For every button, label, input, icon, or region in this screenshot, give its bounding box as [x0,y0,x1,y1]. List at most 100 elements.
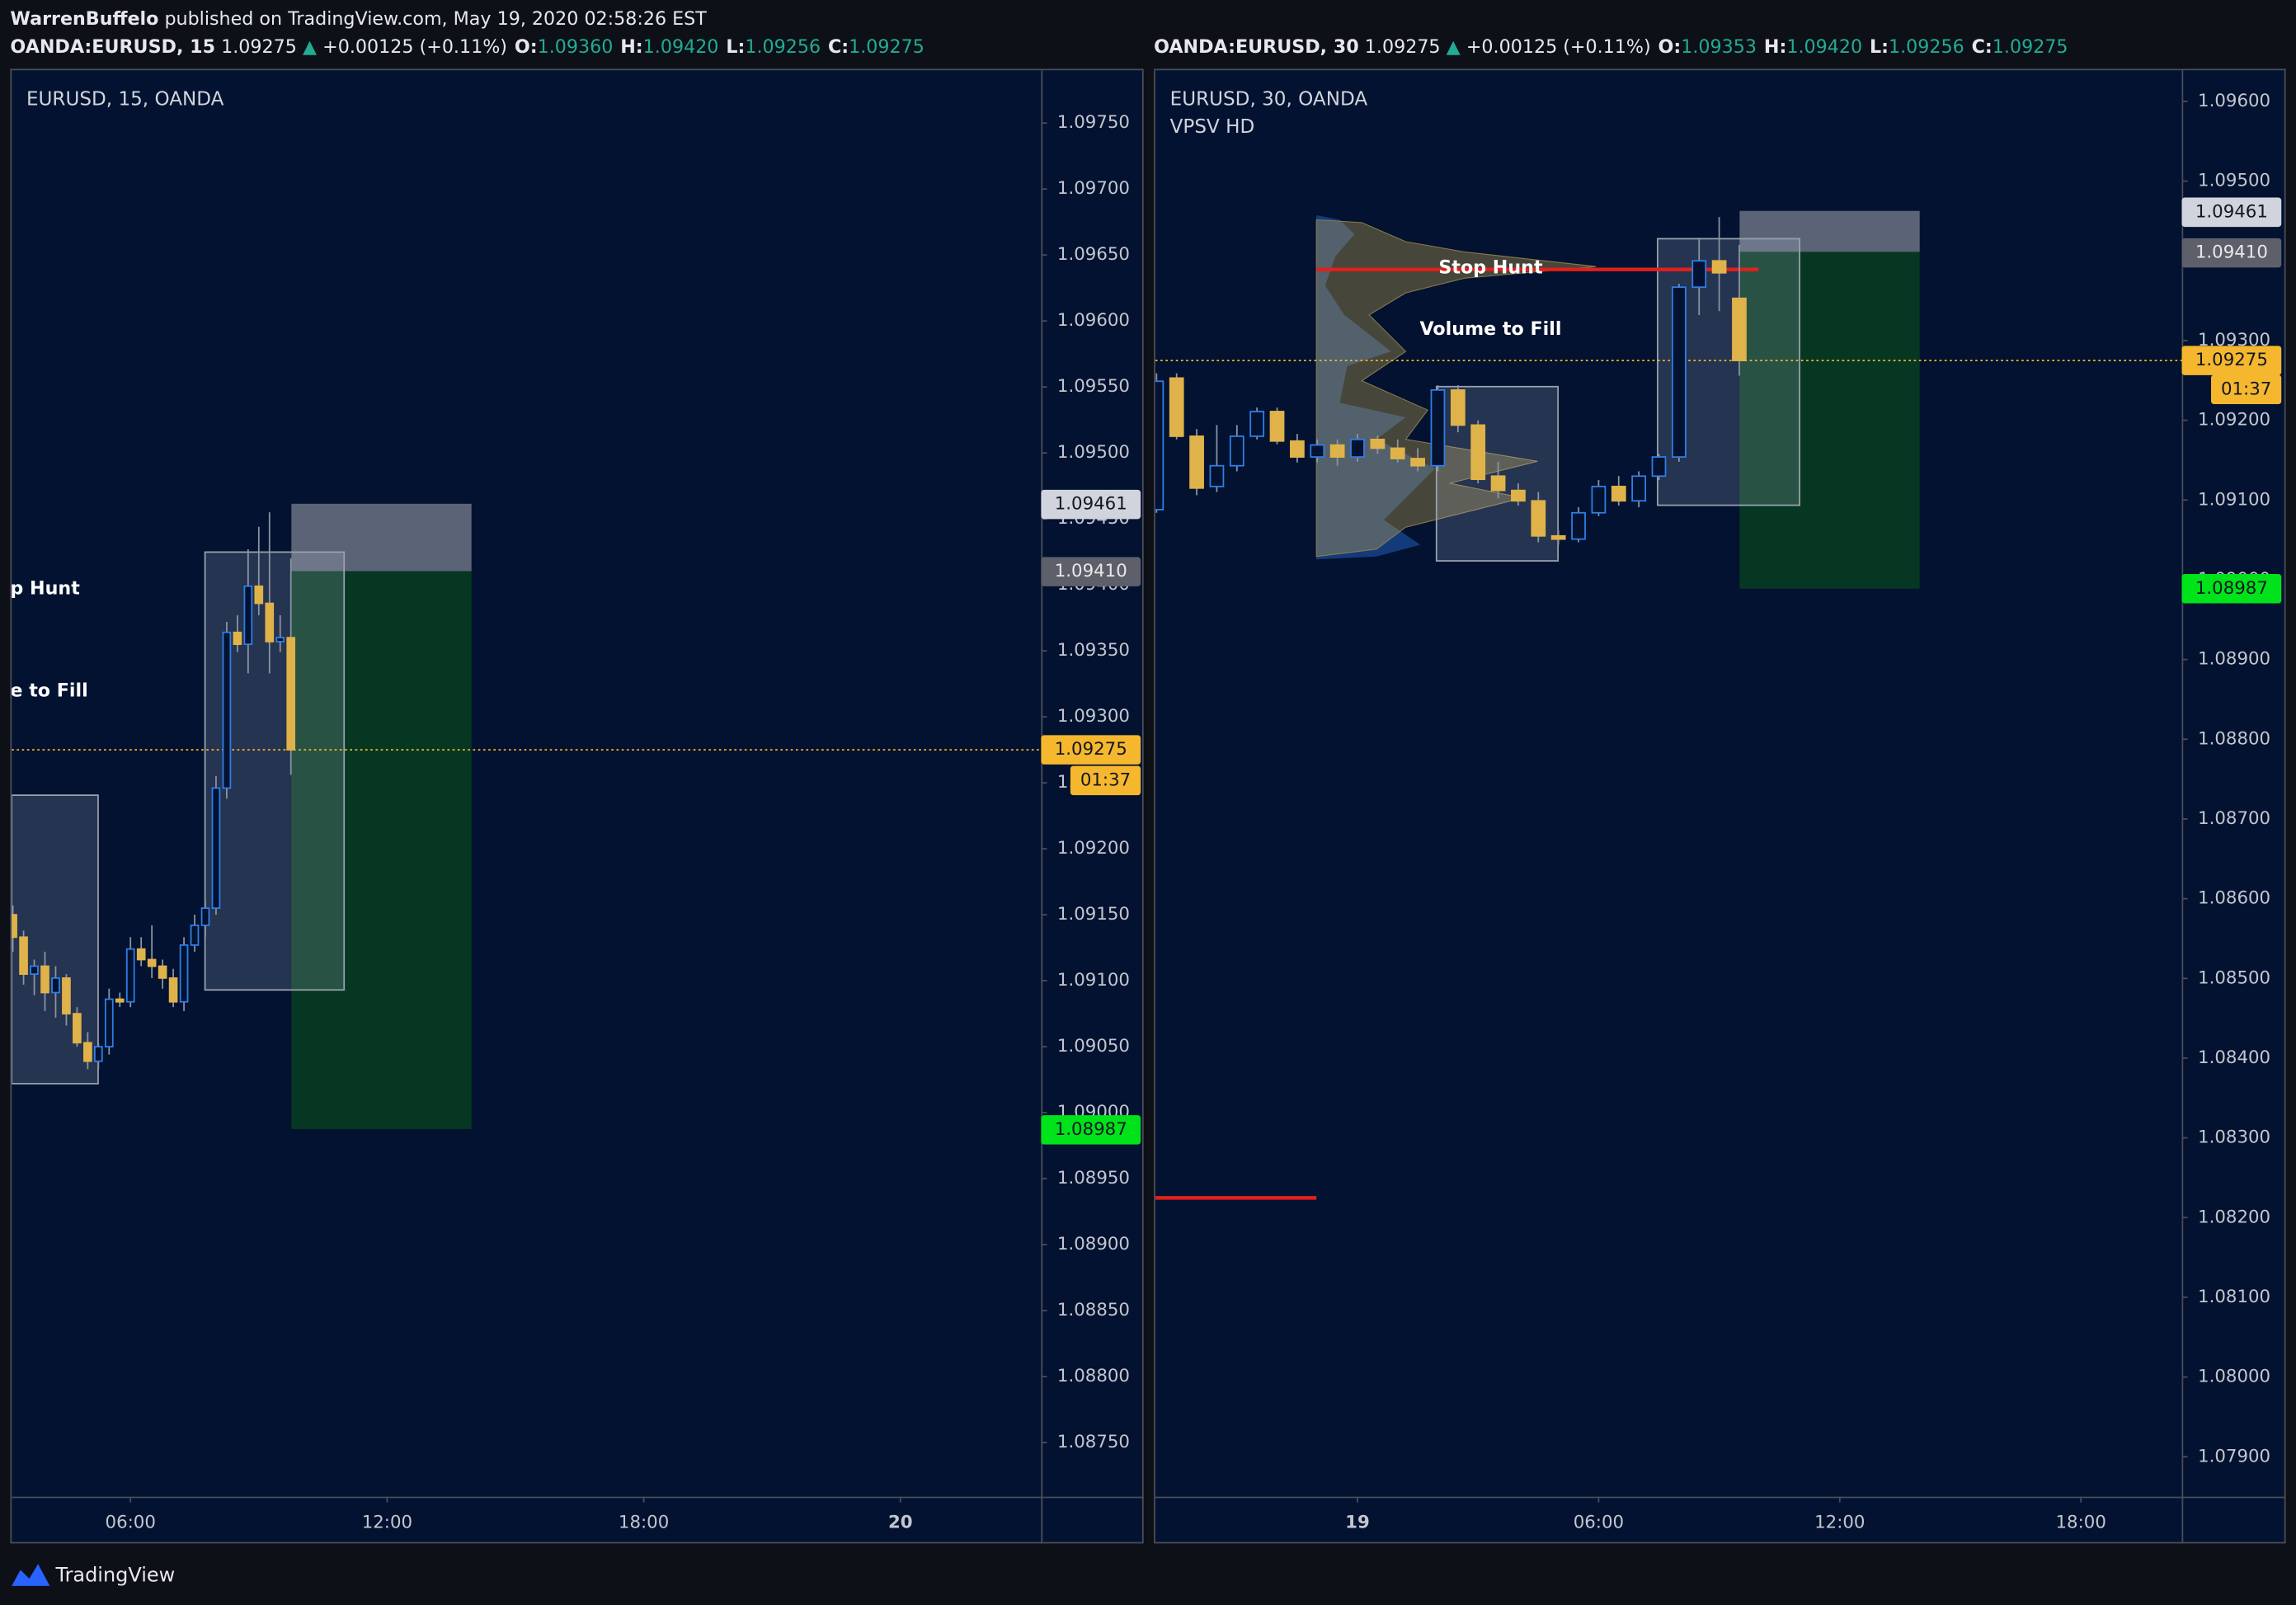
price-label-box [1041,735,1141,765]
candle-body [286,637,296,751]
price-label: 1.09410 [1055,561,1127,581]
candle-body [1470,424,1486,481]
stop-zone [1739,210,1920,252]
x-tick-label: 18:00 [2056,1513,2106,1533]
countdown: 01:37 [1080,770,1131,790]
candle-body [136,948,146,961]
y-tick-label: 1.09600 [2198,91,2270,111]
candle-body [147,958,157,967]
candle-body [30,965,39,975]
candle-body [1430,388,1446,467]
x-tick-label: 06:00 [106,1513,156,1533]
candle-body [1450,388,1466,426]
y-tick-label: 1.09350 [1057,640,1130,661]
candle-body [243,585,253,646]
y-tick-label: 1.08100 [2198,1287,2270,1307]
candle-body [1155,380,1164,511]
candle-body [1390,447,1405,459]
price-label-box [2181,574,2282,604]
candle-body [233,631,242,646]
y-tick-label: 1.08500 [2198,967,2270,988]
brand-logo [12,1564,50,1586]
y-tick-label: 1.09750 [1057,112,1130,133]
price-label: 1.09461 [2195,201,2268,222]
y-tick-label: 1.09200 [2198,410,2270,431]
legend-c-label: C: [1972,35,1993,57]
countdown: 01:37 [2221,379,2271,399]
legend-c-label: C: [828,35,849,57]
legend: OANDA:EURUSD, 15 1.09275 ▲ +0.00125 (+0.11%… [10,35,924,57]
price-label: 1.09461 [1055,494,1127,515]
candle-body [115,998,125,1003]
candle-body [1671,286,1687,458]
y-tick-label: 1.09050 [1057,1036,1130,1057]
y-tick-label: 1.08800 [2198,728,2270,749]
legend-arrow: ▲ [1447,35,1461,57]
target-zone [291,571,472,1129]
candle-body [254,585,264,605]
volume-profile [1315,219,1597,558]
candle-body [275,637,285,642]
y-tick-label: 1.09500 [2198,171,2270,191]
price-label-box [1041,1115,1141,1145]
legend-symbol: OANDA:EURUSD, 15 [10,35,215,57]
y-tick-label: 1.09300 [1057,706,1130,727]
legend-l-label: L: [726,35,745,57]
logo-shape [12,1564,50,1586]
y-tick-label: 1.09500 [1057,442,1130,463]
candle-body [1691,260,1707,289]
legend-o: 1.09353 [1681,35,1757,57]
annotation: Stop Hunt [1438,257,1543,278]
candle-body [1631,475,1647,502]
candle-body [1490,475,1506,492]
candle-body [1511,489,1526,502]
y-tick-label: 1.09100 [1057,970,1130,991]
y-tick-label: 1.08200 [2198,1207,2270,1227]
candle-body [1531,500,1546,537]
legend-l: 1.09256 [745,35,821,57]
y-tick-label: 1.09200 [1057,838,1130,859]
legend-o-label: O: [1658,35,1682,57]
panel-left [10,68,1144,1544]
legend-l-label: L: [1870,35,1889,57]
legend-o: 1.09360 [538,35,614,57]
y-tick-label: 1.09600 [1057,310,1130,331]
x-tick-label: 19 [1345,1513,1370,1533]
price-label-box [2181,197,2282,228]
candle-body [1249,411,1265,437]
stop-zone [291,503,472,572]
y-tick-label: 1.09150 [1057,904,1130,925]
y-tick-label: 1.09650 [1057,244,1130,265]
target-zone [1739,252,1920,589]
y-tick-label: 1.08950 [1057,1168,1130,1188]
candle-body [12,914,17,939]
candle-body [1169,377,1184,437]
volume-profile [1316,215,1435,560]
annotation: Volume to Fill [1419,318,1561,340]
legend-h: 1.09420 [1786,35,1862,57]
y-tick-label: 1.08900 [2198,649,2270,670]
candle-body [179,944,189,1003]
candle-body [265,602,275,642]
legend-arrow: ▲ [303,35,317,57]
x-tick-label: 12:00 [362,1513,412,1533]
x-tick-label: 18:00 [619,1513,669,1533]
candle-body [1410,458,1425,467]
y-tick-label: 1.08800 [1057,1366,1130,1386]
candle-body [190,925,200,946]
candle-body [1571,511,1586,540]
y-tick-label: 1.08750 [1057,1432,1130,1452]
x-tick-label: 20 [888,1513,913,1533]
candle-body [94,1046,103,1062]
candle-body [168,977,178,1003]
candle-body [19,936,28,975]
candle-body [125,948,135,1003]
y-tick-label: 1.08850 [1057,1300,1130,1320]
publish-line: WarrenBuffelo published on TradingView.c… [10,8,707,30]
published: published on TradingView.com, May 19, 20… [158,8,707,30]
price-label: 1.08987 [1055,1119,1127,1140]
candle-body [1209,464,1225,487]
countdown-box [2211,374,2282,405]
